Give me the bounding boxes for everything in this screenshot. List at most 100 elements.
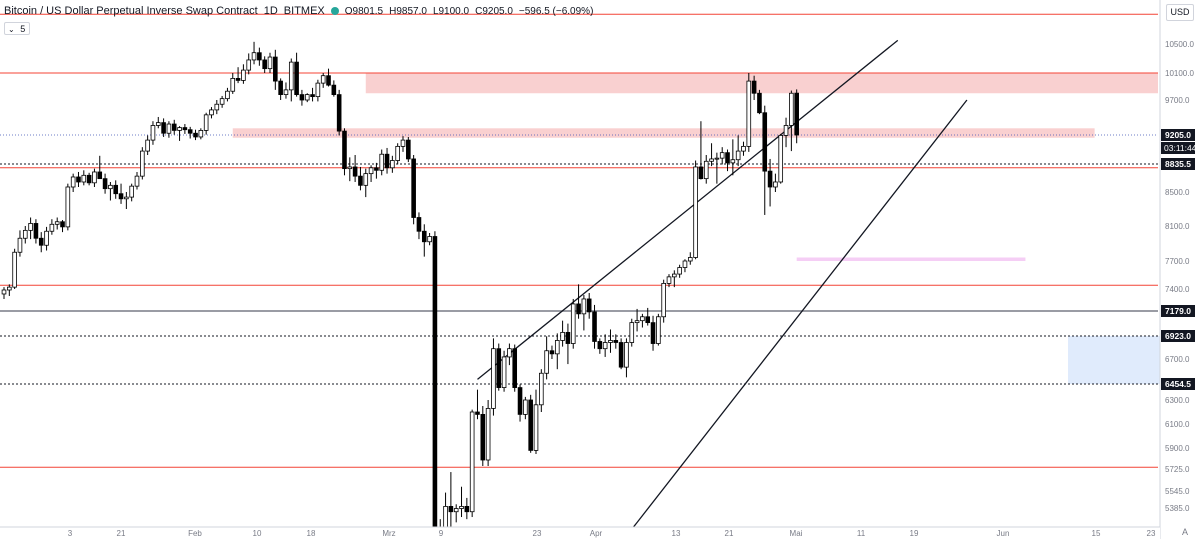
candle-body-up [640, 316, 645, 322]
candle-body-up [44, 230, 49, 246]
symbol-title[interactable]: Bitcoin / US Dollar Perpetual Inverse Sw… [4, 5, 258, 17]
candle [496, 343, 502, 391]
price-tag-box[interactable] [1161, 305, 1195, 317]
candle [624, 338, 629, 378]
candle-body-up [666, 276, 672, 284]
candle [315, 79, 321, 102]
price-tag-box[interactable] [1161, 158, 1195, 170]
candle-body-down [698, 166, 704, 180]
chart-legend[interactable]: Bitcoin / US Dollar Perpetual Inverse Sw… [4, 5, 593, 17]
candle-body-up [783, 125, 789, 136]
candle-body-down [161, 122, 166, 134]
price-tag-box[interactable] [1161, 378, 1195, 390]
candle [358, 166, 363, 191]
candle [528, 394, 533, 453]
channel-lower-line[interactable] [600, 99, 968, 544]
candle-body-up [741, 145, 746, 152]
candle-body-down [294, 61, 299, 95]
candle [97, 155, 103, 180]
candle-body-down [597, 341, 603, 350]
candle-body-up [677, 267, 682, 275]
channel-upper-line[interactable] [477, 39, 899, 380]
candle [416, 212, 422, 240]
candle [687, 252, 693, 265]
candle-body-down [374, 167, 379, 171]
candle [719, 147, 725, 165]
candle [618, 338, 624, 370]
candle [741, 141, 746, 156]
candle-body-up [459, 506, 464, 509]
price-tick-label: 8100.0 [1165, 222, 1190, 231]
candle-body-up [539, 372, 544, 406]
candle [565, 323, 571, 365]
indicator-count: 5 [20, 24, 26, 34]
candle [634, 308, 640, 332]
candle-body-up [491, 348, 496, 409]
candle [539, 369, 544, 412]
candle-body-down [273, 56, 278, 82]
price-tick-label: 9700.0 [1165, 96, 1190, 105]
price-tag-label[interactable]: 8835.5 [1165, 159, 1191, 169]
candle [60, 220, 65, 233]
candle-body-up [230, 78, 236, 92]
countdown-label: 03:11:44 [1164, 143, 1197, 153]
candle-body-up [778, 134, 784, 183]
candle [140, 147, 145, 180]
candle-body-up [634, 320, 640, 324]
support-zone-pink [796, 257, 1026, 261]
price-tick-label: 6100.0 [1165, 420, 1190, 429]
time-tick-label: 21 [117, 529, 126, 538]
price-tag-box[interactable] [1161, 330, 1195, 342]
candle-body-down [352, 166, 358, 177]
price-axis[interactable]: 10500.0 10100.0 9700.0 9205.0 8500.0 8100.0 77… [1159, 0, 1200, 539]
price-tag-label[interactable]: 6923.0 [1165, 331, 1191, 341]
candle-body-up [485, 407, 491, 461]
price-tag-label[interactable]: 9205.0 [1165, 130, 1191, 140]
candle [448, 472, 454, 528]
candle-body-down [336, 94, 342, 132]
candle-body-down [448, 506, 454, 513]
indicator-toggle-button[interactable]: ⌄ 5 [4, 22, 30, 35]
candle [757, 89, 762, 115]
candle-body-up [283, 89, 289, 95]
time-axis-background [0, 527, 1160, 539]
time-axis[interactable]: 3 21 Feb 10 18 Mrz 9 23 Apr 13 21 Mai 11 19 Jun 15 23 [0, 526, 1160, 539]
currency-button[interactable]: USD [1166, 4, 1194, 21]
price-tick-label: 5900.0 [1165, 444, 1190, 453]
candle [299, 89, 305, 106]
candle-body-down [342, 130, 347, 170]
candle-body-down [118, 193, 124, 200]
trendlines[interactable] [477, 39, 968, 544]
interval-label: 1D [263, 5, 278, 17]
price-tag-label[interactable]: 6454.5 [1165, 379, 1191, 389]
price-tag-box[interactable] [1161, 129, 1195, 141]
candle [70, 173, 76, 192]
candle [586, 292, 592, 319]
candle-body-up [12, 251, 17, 288]
candle [203, 112, 209, 135]
price-tick-label: 7700.0 [1165, 257, 1190, 266]
candle [661, 279, 666, 323]
candle [427, 233, 432, 246]
candle [432, 231, 438, 544]
candle [533, 389, 539, 454]
candle [592, 304, 597, 349]
candle [193, 129, 198, 141]
candle [512, 344, 518, 392]
candle-body-up [629, 322, 635, 343]
candle-body-up [150, 125, 156, 141]
candle [608, 329, 613, 353]
candle-body-up [320, 75, 326, 84]
candle-body-down [618, 342, 624, 368]
chevron-down-icon: ⌄ [8, 25, 15, 34]
candle-body-up [288, 61, 294, 91]
price-tick-label: 10100.0 [1165, 69, 1194, 78]
close-value: C9205.0 [475, 5, 513, 17]
candle-body-down [549, 350, 555, 355]
candle [257, 47, 262, 66]
auto-scale-button[interactable]: A [1181, 527, 1188, 537]
candle [656, 313, 661, 346]
price-tag-label[interactable]: 7179.0 [1165, 306, 1191, 316]
